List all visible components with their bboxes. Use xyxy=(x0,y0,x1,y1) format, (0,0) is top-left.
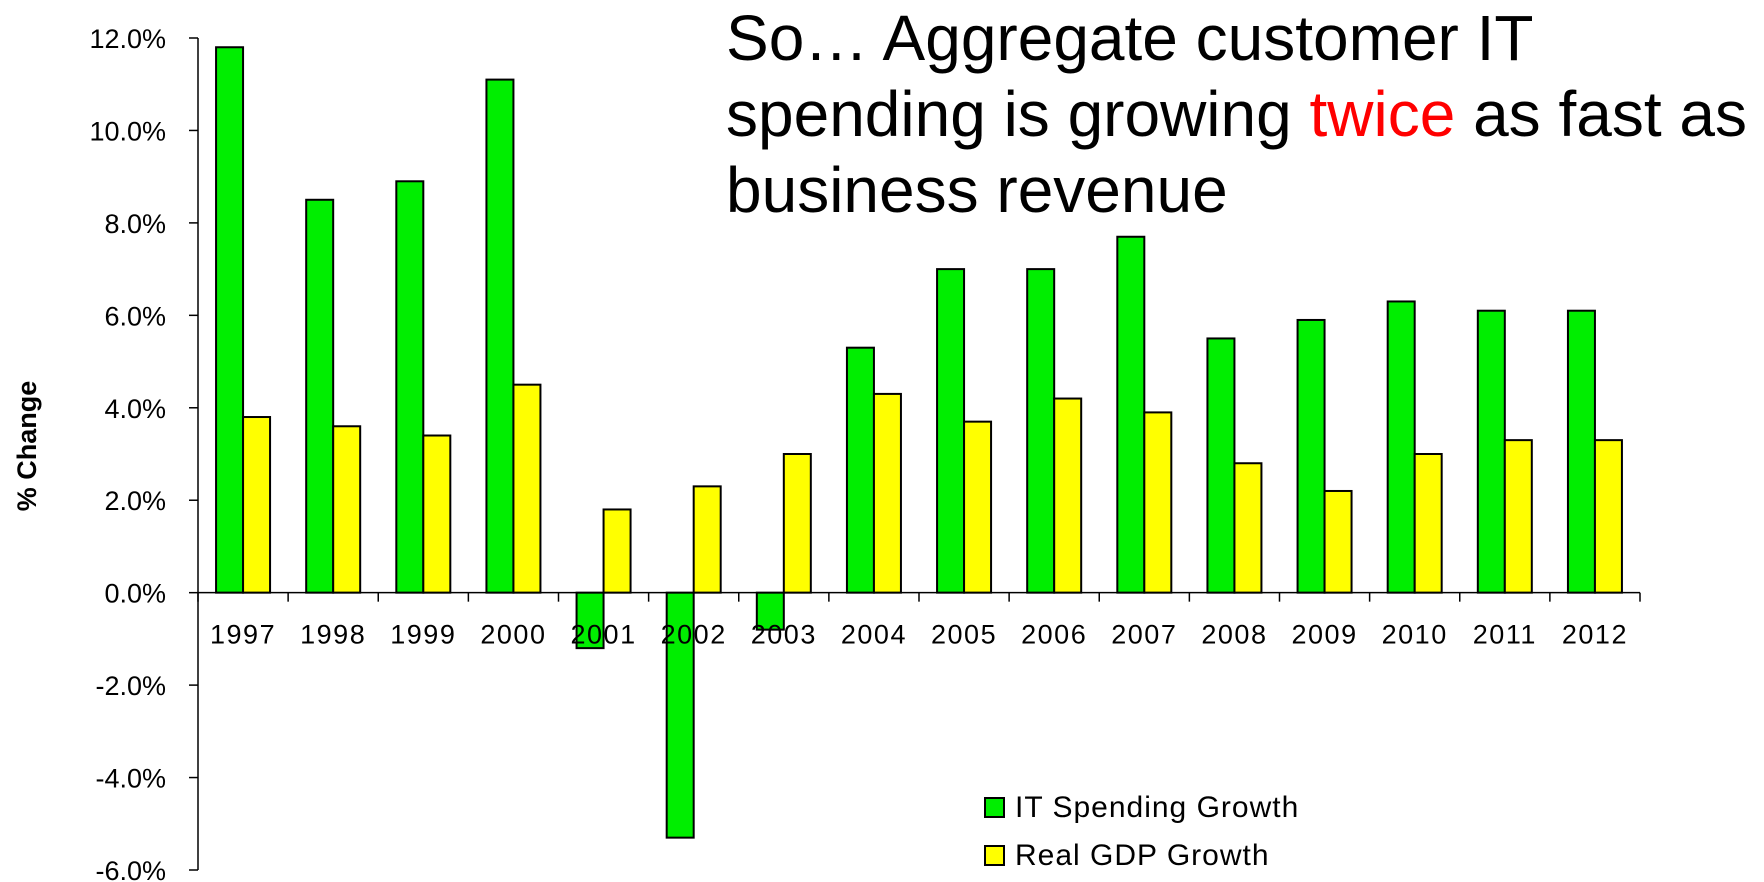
x-tick-label: 2002 xyxy=(661,620,727,650)
bar-real-gdp-2010 xyxy=(1413,453,1443,594)
x-tick-label: 1997 xyxy=(210,620,276,650)
y-tick-label: 10.0% xyxy=(89,116,166,146)
x-ticks-group: 1997 1998 1999 2000 2001 2002 2003 2004 2005 2006… xyxy=(197,592,1641,650)
x-tick-label: 2000 xyxy=(480,620,546,650)
bar-it-spending-2010 xyxy=(1386,300,1416,594)
bar-real-gdp-2004 xyxy=(872,392,902,594)
bar-it-spending-2002 xyxy=(665,591,695,839)
bar-real-gdp-1999 xyxy=(422,434,452,594)
bar-it-spending-2001 xyxy=(575,591,605,650)
bar-it-spending-2000 xyxy=(485,78,515,594)
y-tick-label: 0.0% xyxy=(104,579,166,609)
y-ticks-group: 12.0% 10.0% 8.0% 6.0% 4.0% 2.0% 0.0% -2.0% -4.0%… xyxy=(89,24,198,882)
y-tick-label: 8.0% xyxy=(104,209,166,239)
x-tick-label: 2003 xyxy=(751,620,817,650)
y-tick-label: 2.0% xyxy=(104,486,166,516)
bar-it-spending-2005 xyxy=(936,268,966,594)
x-tick-label: 2006 xyxy=(1021,620,1087,650)
bar-real-gdp-2000 xyxy=(512,383,542,594)
bar-it-spending-1998 xyxy=(305,198,335,594)
bar-real-gdp-2005 xyxy=(963,420,993,594)
bar-real-gdp-2003 xyxy=(782,453,812,594)
bar-it-spending-2007 xyxy=(1116,235,1146,594)
x-tick-label: 2005 xyxy=(931,620,997,650)
bar-it-spending-2008 xyxy=(1206,337,1236,594)
y-tick-label: 12.0% xyxy=(89,24,166,54)
bar-it-spending-2006 xyxy=(1026,268,1056,594)
x-tick-label: 2001 xyxy=(571,620,637,650)
bar-it-spending-1997 xyxy=(215,46,245,594)
x-tick-label: 2012 xyxy=(1562,620,1628,650)
bar-it-spending-2011 xyxy=(1476,309,1506,594)
bar-real-gdp-2007 xyxy=(1143,411,1173,594)
bar-real-gdp-2009 xyxy=(1323,489,1353,594)
legend-swatch xyxy=(984,797,1005,818)
x-tick-label: 2011 xyxy=(1473,620,1537,650)
x-tick-label: 2004 xyxy=(841,620,907,650)
bar-it-spending-2012 xyxy=(1566,309,1596,594)
bar-it-spending-2004 xyxy=(845,346,875,594)
legend-label: IT Spending Growth xyxy=(1015,791,1299,824)
bar-real-gdp-2002 xyxy=(692,485,722,594)
bar-real-gdp-2011 xyxy=(1503,439,1533,594)
x-tick-label: 2007 xyxy=(1111,620,1177,650)
x-tick-label: 2009 xyxy=(1292,620,1358,650)
x-tick-label: 1998 xyxy=(300,620,366,650)
x-tick-label: 1999 xyxy=(390,620,456,650)
legend-label: Real GDP Growth xyxy=(1015,839,1270,872)
bar-it-spending-1999 xyxy=(395,180,425,594)
bar-real-gdp-2012 xyxy=(1593,439,1623,594)
y-tick-label: -2.0% xyxy=(95,671,166,701)
bar-real-gdp-2006 xyxy=(1053,397,1083,594)
bar-real-gdp-1997 xyxy=(242,416,272,594)
headline-text: So… Aggregate customer IT spending is gr… xyxy=(726,0,1756,228)
headline-before: So… Aggregate customer IT spending is gr… xyxy=(726,2,1533,150)
y-tick-label: 6.0% xyxy=(104,301,166,331)
headline-after: as fast as business revenue xyxy=(726,78,1747,226)
bar-it-spending-2009 xyxy=(1296,318,1326,594)
bar-it-spending-2003 xyxy=(755,591,785,631)
y-tick-label: -6.0% xyxy=(95,856,166,882)
x-tick-label: 2008 xyxy=(1201,620,1267,650)
y-tick-label: 4.0% xyxy=(104,394,166,424)
bar-real-gdp-2001 xyxy=(602,508,632,594)
y-tick-label: -4.0% xyxy=(95,764,166,794)
y-axis-label: % Change xyxy=(12,381,42,512)
legend-swatch xyxy=(984,845,1005,866)
bar-real-gdp-1998 xyxy=(332,425,362,594)
bar-real-gdp-2008 xyxy=(1233,462,1263,594)
headline-highlight: twice xyxy=(1309,78,1456,150)
x-tick-label: 2010 xyxy=(1382,620,1448,650)
legend: IT Spending Growth Real GDP Growth xyxy=(984,791,1299,872)
bars-group xyxy=(215,46,1623,839)
